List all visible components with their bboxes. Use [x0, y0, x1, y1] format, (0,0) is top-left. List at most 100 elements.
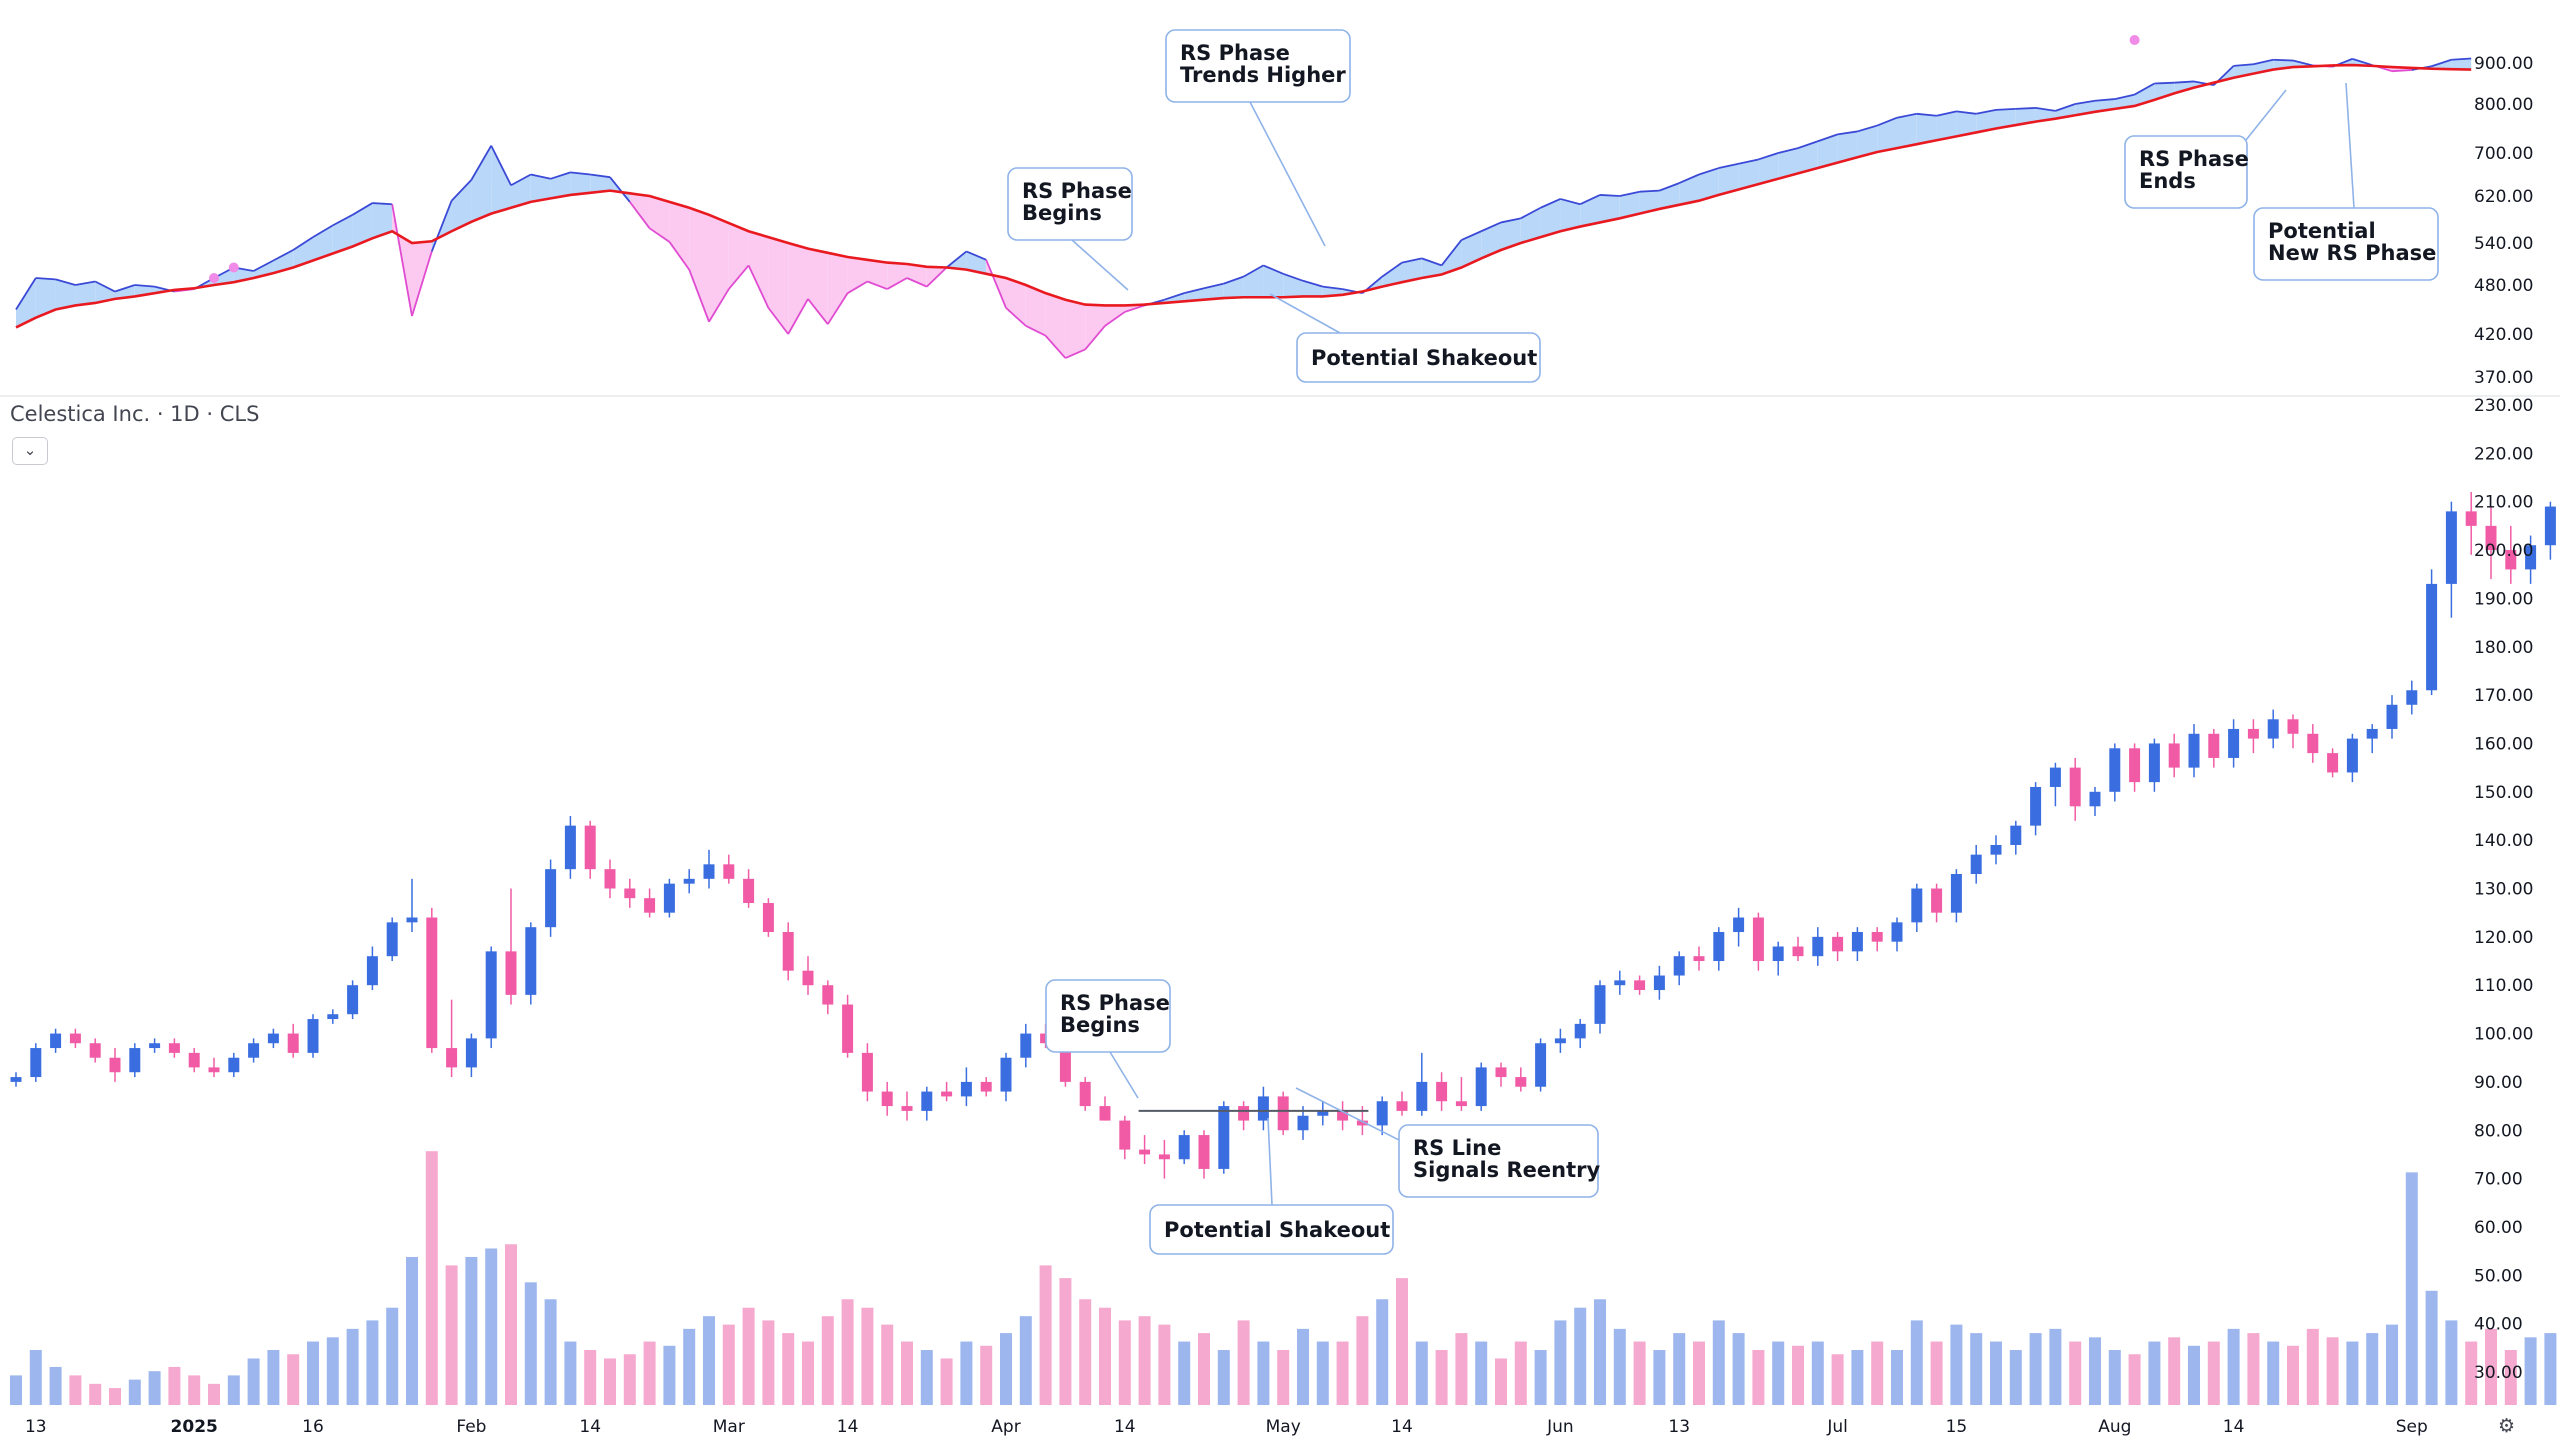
- rs-fill-segment: [1184, 288, 1204, 302]
- candle-body: [1871, 932, 1883, 942]
- price-y-tick: 90.00: [2474, 1073, 2523, 1093]
- rs-fill-segment: [352, 203, 373, 247]
- rs-fill-segment: [827, 252, 848, 325]
- volume-bar: [2148, 1341, 2161, 1405]
- rs-line-segment: [946, 250, 967, 269]
- annotation-text: New RS Phase: [2268, 241, 2436, 265]
- rs-line-segment: [1599, 194, 1620, 197]
- price-y-tick: 210.00: [2474, 493, 2533, 513]
- rs-fill-segment: [1718, 163, 1739, 195]
- candle-body: [2188, 733, 2200, 768]
- rs-line-segment: [886, 277, 908, 290]
- date-tick: 14: [1391, 1417, 1413, 1437]
- price-y-tick: 180.00: [2474, 638, 2533, 658]
- date-tick: 14: [837, 1417, 859, 1437]
- candle-body: [2505, 550, 2517, 570]
- candle-body: [1713, 932, 1725, 962]
- volume-bar: [683, 1328, 696, 1405]
- rs-fill-segment: [1619, 191, 1640, 219]
- volume-bar: [1752, 1350, 1765, 1405]
- annotation-text: Potential: [2268, 219, 2376, 243]
- volume-bar: [782, 1333, 795, 1405]
- date-tick: 2025: [171, 1417, 218, 1437]
- rs-fill-segment: [530, 174, 551, 202]
- rs-line-segment: [1995, 108, 2016, 111]
- rs-fill-segment: [570, 172, 591, 195]
- candle-body: [2148, 743, 2160, 783]
- volume-bar: [663, 1345, 676, 1405]
- date-tick: 13: [25, 1417, 47, 1437]
- candle-body: [743, 878, 755, 904]
- symbol-label: Celestica Inc. · 1D · CLS: [10, 402, 260, 426]
- rs-fill-segment: [75, 281, 96, 306]
- price-y-tick: 100.00: [2474, 1025, 2533, 1045]
- volume-bar: [1673, 1333, 1686, 1405]
- rs-line-segment: [510, 173, 532, 187]
- rs-fill-segment: [748, 231, 769, 308]
- date-tick: Feb: [456, 1417, 486, 1437]
- price-y-tick: 130.00: [2474, 880, 2533, 900]
- volume-bar: [802, 1341, 814, 1405]
- volume-bar: [2346, 1341, 2359, 1405]
- volume-bar: [920, 1350, 933, 1405]
- candle-body: [168, 1043, 180, 1053]
- volume-bar: [208, 1383, 220, 1405]
- candle-body: [1832, 936, 1844, 952]
- rs-line-segment: [55, 278, 76, 286]
- price-y-tick: 110.00: [2474, 976, 2533, 996]
- volume-bar: [722, 1324, 735, 1405]
- rs-line-segment: [1936, 110, 1957, 117]
- candle-body: [327, 1014, 339, 1020]
- annotation-box: [1398, 1124, 1599, 1198]
- rs-line-segment: [292, 236, 314, 251]
- candle-body: [2406, 690, 2418, 705]
- candle-body: [802, 970, 814, 986]
- candle-body: [50, 1033, 62, 1049]
- volume-bar: [1693, 1341, 1705, 1405]
- candle-body: [2168, 743, 2180, 768]
- volume-bar: [109, 1388, 121, 1405]
- volume-bar: [841, 1299, 854, 1405]
- gear-icon[interactable]: ⚙: [2498, 1415, 2516, 1437]
- candle-body: [1970, 854, 1982, 874]
- candle-body: [1416, 1081, 1428, 1111]
- rs-fill-segment: [808, 248, 828, 325]
- dropdown-button[interactable]: ⌄: [12, 437, 48, 465]
- rs-line-segment: [1243, 264, 1264, 278]
- rs-fill-segment: [966, 251, 987, 274]
- volume-bar: [1178, 1341, 1191, 1405]
- candle-body: [1515, 1077, 1527, 1087]
- volume-bar: [1574, 1307, 1587, 1405]
- annotation-box: [1045, 979, 1171, 1053]
- date-tick: 15: [1946, 1417, 1968, 1437]
- volume-bar: [1138, 1316, 1151, 1405]
- rs-line-segment: [2253, 58, 2274, 66]
- candle-body: [723, 864, 735, 879]
- volume-bar: [821, 1316, 834, 1405]
- rs-line-segment: [787, 298, 809, 335]
- volume-bar: [425, 1151, 438, 1405]
- rs-line-segment: [1738, 158, 1759, 165]
- rs-line-segment: [2352, 58, 2373, 66]
- volume-bar: [1772, 1341, 1785, 1405]
- rs-line-segment: [15, 277, 37, 310]
- rs-fill-segment: [1501, 218, 1521, 250]
- price-y-tick: 70.00: [2474, 1170, 2523, 1190]
- volume-bar: [1554, 1320, 1567, 1405]
- candle-body: [2089, 791, 2101, 807]
- volume-bar: [1158, 1324, 1171, 1405]
- rs-y-tick: 800.00: [2474, 95, 2533, 115]
- rs-line-segment: [747, 265, 770, 309]
- rs-line-segment: [649, 227, 670, 243]
- rs-y-tick: 700.00: [2474, 144, 2533, 164]
- rs-line-segment: [312, 224, 334, 238]
- rs-line-segment: [272, 249, 294, 262]
- volume-bar: [1000, 1333, 1012, 1405]
- rs-fill-segment: [669, 201, 690, 270]
- rs-fill-segment: [649, 196, 670, 242]
- rs-line-segment: [827, 292, 849, 325]
- rs-line-segment: [530, 173, 551, 180]
- rs-line-segment: [2174, 80, 2195, 84]
